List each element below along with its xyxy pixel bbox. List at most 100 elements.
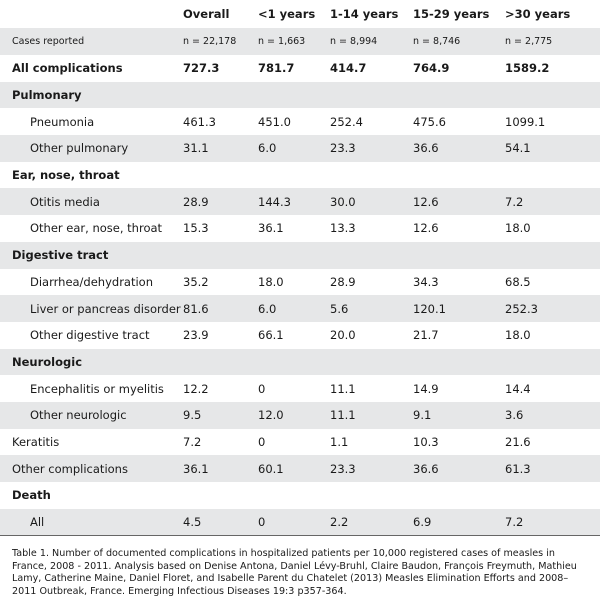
cell: 6.9 bbox=[405, 508, 497, 537]
row-label: Pneumonia bbox=[30, 114, 95, 129]
table-row: Other digestive tract 23.9 66.1 20.0 21.7 18.… bbox=[0, 322, 600, 349]
cell: 36.6 bbox=[405, 135, 497, 162]
empty-cell bbox=[405, 81, 497, 109]
row-label: Other pulmonary bbox=[0, 135, 175, 162]
column-header: >30 years bbox=[505, 7, 571, 21]
header-row: Overall <1 years 1-14 years 15-29 years >30 … bbox=[0, 0, 600, 28]
empty-cell bbox=[322, 241, 405, 269]
section-heading: Ear, nose, throat bbox=[12, 168, 120, 183]
cell: 6.0 bbox=[250, 135, 322, 162]
column-header: 1-14 years bbox=[330, 7, 399, 21]
table-row: Encephalitis or myelitis 12.2 0 11.1 14.9 14.… bbox=[0, 375, 600, 402]
cell: 28.9 bbox=[175, 188, 250, 216]
cell: 4.5 bbox=[175, 508, 250, 537]
cell: 23.3 bbox=[322, 135, 405, 162]
table-row: Cases reported n = 22,178 n = 1,663 n = 8,9… bbox=[0, 28, 600, 55]
row-label: Other complications bbox=[0, 455, 175, 482]
row-label: Other neurologic bbox=[0, 401, 175, 429]
cell: 36.1 bbox=[258, 221, 284, 236]
empty-cell bbox=[175, 162, 250, 189]
cell: 36.1 bbox=[175, 455, 250, 482]
cell: 54.1 bbox=[497, 135, 600, 162]
cell: n = 2,775 bbox=[497, 28, 600, 55]
cell: 30.0 bbox=[322, 188, 405, 216]
cell: 11.1 bbox=[330, 381, 356, 396]
table-row: Pneumonia 461.3 451.0 252.4 475.6 1099.1 bbox=[0, 108, 600, 135]
cell: 18.0 bbox=[505, 221, 531, 236]
row-label: Otitis media bbox=[0, 188, 175, 216]
cell: 21.7 bbox=[413, 328, 439, 343]
section-heading: Neurologic bbox=[0, 348, 175, 376]
row-label: Diarrhea/dehydration bbox=[30, 274, 154, 289]
row-label: Other ear, nose, throat bbox=[30, 221, 163, 236]
cell: n = 1,663 bbox=[250, 28, 322, 55]
cell: 7.2 bbox=[497, 508, 600, 537]
cell: 66.1 bbox=[258, 328, 284, 343]
cell: 0 bbox=[258, 381, 266, 396]
column-header: <1 years bbox=[258, 7, 316, 21]
empty-cell bbox=[497, 81, 600, 109]
table-row: Liver or pancreas disorder 81.6 6.0 5.6 120.… bbox=[0, 295, 600, 322]
cell: 68.5 bbox=[505, 274, 531, 289]
cell: 10.3 bbox=[413, 434, 439, 449]
cell: 7.2 bbox=[183, 434, 202, 449]
table-row: All complications 727.3 781.7 414.7 764.9 158… bbox=[0, 55, 600, 82]
column-header: 15-29 years bbox=[413, 7, 490, 21]
cell: 36.6 bbox=[405, 455, 497, 482]
cell: 23.3 bbox=[322, 455, 405, 482]
table-row: Other complications 36.1 60.1 23.3 36.6 61.3 bbox=[0, 455, 600, 482]
table-row: Other neurologic 9.5 12.0 11.1 9.1 3.6 bbox=[0, 401, 600, 429]
cell: 764.9 bbox=[413, 61, 450, 76]
header-cell bbox=[0, 0, 175, 28]
empty-cell bbox=[497, 162, 600, 189]
row-label: All bbox=[0, 508, 175, 537]
section-row: Ear, nose, throat bbox=[0, 162, 600, 189]
empty-cell bbox=[405, 162, 497, 189]
empty-cell bbox=[250, 482, 322, 509]
row-label: Liver or pancreas disorder bbox=[0, 295, 181, 322]
empty-cell bbox=[405, 482, 497, 509]
table-row: Otitis media 28.9 144.3 30.0 12.6 7.2 bbox=[0, 188, 600, 216]
cell: 144.3 bbox=[250, 188, 322, 216]
cell: 35.2 bbox=[183, 274, 209, 289]
cell: 0 bbox=[258, 434, 266, 449]
row-label: Cases reported bbox=[0, 28, 175, 55]
cell: n = 8,994 bbox=[322, 28, 405, 55]
cell: 7.2 bbox=[497, 188, 600, 216]
empty-cell bbox=[497, 241, 600, 269]
empty-cell bbox=[497, 482, 600, 509]
empty-cell bbox=[250, 81, 322, 109]
cell: 12.2 bbox=[183, 381, 209, 396]
cell: 18.0 bbox=[258, 274, 284, 289]
empty-cell bbox=[250, 241, 322, 269]
row-label: Encephalitis or myelitis bbox=[30, 381, 164, 396]
cell: 12.6 bbox=[413, 221, 439, 236]
cell: 6.0 bbox=[250, 295, 322, 322]
table-row: Other ear, nose, throat 15.3 36.1 13.3 12.6 1… bbox=[0, 215, 600, 242]
cell: 21.6 bbox=[505, 434, 531, 449]
cell: 414.7 bbox=[330, 61, 367, 76]
cell: n = 8,746 bbox=[405, 28, 497, 55]
section-heading: Digestive tract bbox=[0, 241, 175, 269]
row-label: Other digestive tract bbox=[30, 328, 150, 343]
cell: 781.7 bbox=[258, 61, 295, 76]
cell: 60.1 bbox=[250, 455, 322, 482]
table-body: Cases reported n = 22,178 n = 1,663 n = 8,9… bbox=[0, 28, 600, 537]
cell: 2.2 bbox=[322, 508, 405, 537]
cell: 13.3 bbox=[330, 221, 356, 236]
cell: 20.0 bbox=[330, 328, 356, 343]
empty-cell bbox=[175, 348, 250, 376]
column-header: Overall bbox=[183, 7, 230, 21]
cell: 9.5 bbox=[175, 401, 250, 429]
empty-cell bbox=[322, 348, 405, 376]
cell: 61.3 bbox=[497, 455, 600, 482]
table-row: Keratitis 7.2 0 1.1 10.3 21.6 bbox=[0, 429, 600, 456]
empty-cell bbox=[175, 482, 250, 509]
section-row: Digestive tract bbox=[0, 241, 600, 269]
cell: 28.9 bbox=[330, 274, 356, 289]
section-row: Pulmonary bbox=[0, 81, 600, 109]
cell: 23.9 bbox=[183, 328, 209, 343]
empty-cell bbox=[322, 482, 405, 509]
cell: 15.3 bbox=[183, 221, 209, 236]
